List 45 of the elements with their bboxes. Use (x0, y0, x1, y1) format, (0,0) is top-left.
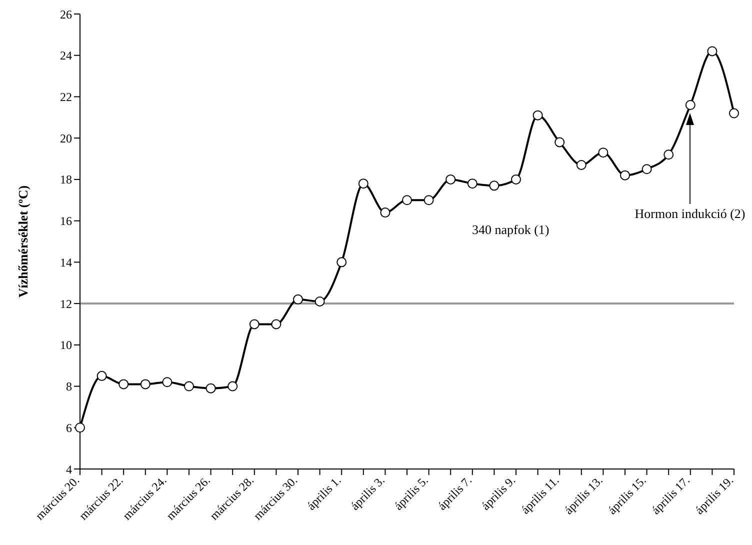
y-tick-label: 4 (66, 462, 72, 476)
y-tick-label: 6 (66, 420, 72, 435)
point (620, 170, 630, 180)
point (664, 150, 674, 160)
y-tick-label: 18 (60, 172, 72, 187)
point (162, 377, 172, 388)
point (446, 174, 456, 184)
point (140, 379, 150, 390)
annotation: 340 napfok (1) (472, 222, 550, 238)
point (271, 319, 282, 330)
point (314, 296, 325, 306)
y-tick-label: 16 (60, 214, 72, 228)
point (685, 100, 696, 110)
point (358, 178, 368, 189)
y-tick-label: 12 (60, 296, 72, 311)
point (380, 208, 390, 218)
y-tick-label: 14 (60, 255, 72, 270)
point (402, 195, 412, 206)
point (249, 319, 260, 330)
point (336, 257, 347, 268)
y-axis-title: Vízhőmérséklet (ºC) (16, 185, 31, 298)
point (467, 178, 478, 189)
y-tick-label: 8 (66, 380, 72, 394)
point (293, 294, 303, 304)
y-tick-label: 26 (60, 7, 72, 22)
point (228, 381, 238, 392)
y-tick-label: 10 (60, 338, 72, 352)
y-tick-label: 20 (60, 131, 72, 146)
y-tick-label: 24 (60, 48, 72, 63)
point (184, 381, 194, 392)
point (489, 180, 500, 191)
point (532, 110, 543, 120)
point (96, 370, 107, 381)
point (554, 137, 565, 148)
point (424, 195, 434, 206)
annotation: Hormon indukció (2) (634, 206, 746, 222)
y-tick-label: 22 (60, 90, 72, 104)
point (118, 379, 129, 390)
point (598, 148, 608, 158)
point (707, 46, 718, 56)
point (511, 174, 521, 184)
point (642, 164, 652, 174)
point (206, 383, 216, 394)
point (576, 160, 586, 170)
point (729, 108, 739, 118)
